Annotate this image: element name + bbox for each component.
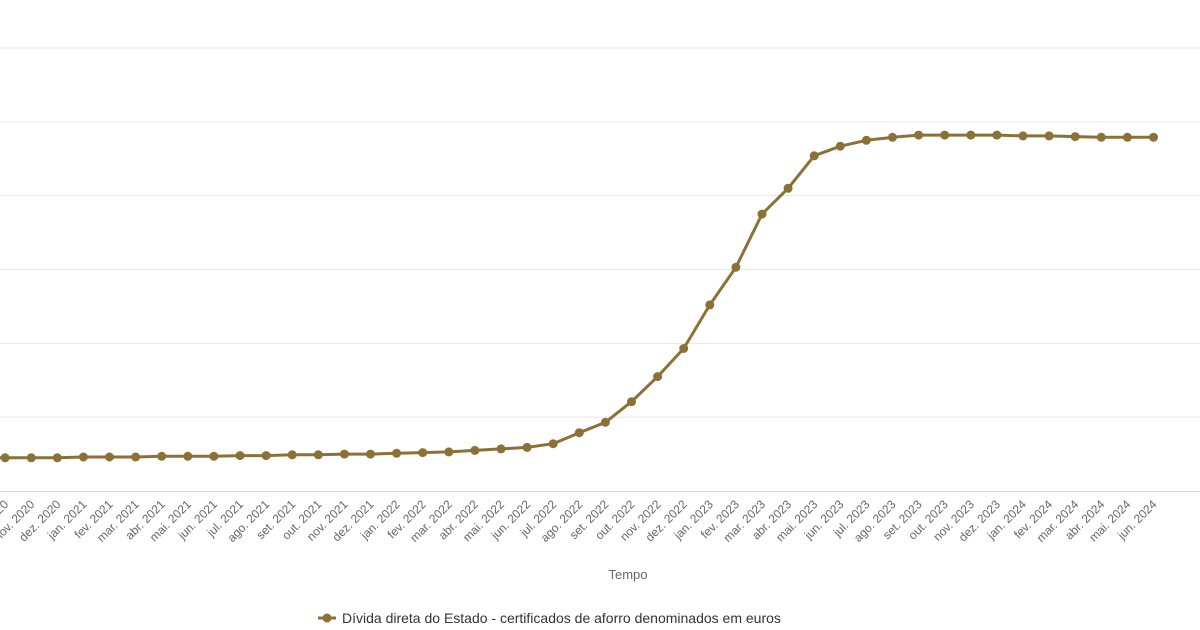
data-point[interactable] <box>366 449 375 459</box>
data-point[interactable] <box>548 439 558 449</box>
data-point[interactable] <box>444 447 454 457</box>
data-point[interactable] <box>627 397 636 407</box>
data-point[interactable] <box>1070 132 1080 142</box>
x-axis-title: Tempo <box>608 567 647 582</box>
legend-marker-icon <box>322 613 332 623</box>
data-points <box>0 130 1158 463</box>
data-point[interactable] <box>600 417 610 427</box>
data-point[interactable] <box>1044 131 1054 141</box>
data-point[interactable] <box>966 130 976 140</box>
data-point[interactable] <box>183 451 193 461</box>
legend-label: Dívida direta do Estado - certificados d… <box>342 610 781 626</box>
data-point[interactable] <box>783 183 793 193</box>
data-point[interactable] <box>235 451 245 461</box>
data-point[interactable] <box>835 141 845 151</box>
gridlines <box>0 47 1200 418</box>
data-point[interactable] <box>653 372 663 382</box>
data-point[interactable] <box>809 151 819 161</box>
series-line <box>0 133 1154 460</box>
data-point[interactable] <box>522 442 532 452</box>
data-point[interactable] <box>105 452 114 462</box>
data-point[interactable] <box>888 132 897 142</box>
data-point[interactable] <box>757 209 767 219</box>
data-point[interactable] <box>418 448 428 458</box>
data-point[interactable] <box>26 453 36 463</box>
data-point[interactable] <box>470 445 480 455</box>
data-point[interactable] <box>52 453 62 463</box>
data-point[interactable] <box>679 344 689 353</box>
data-point[interactable] <box>313 450 323 460</box>
data-point[interactable] <box>392 448 402 458</box>
data-point[interactable] <box>209 451 219 461</box>
data-point[interactable] <box>992 130 1002 140</box>
data-point[interactable] <box>157 451 167 461</box>
data-point[interactable] <box>914 130 924 140</box>
data-point[interactable] <box>339 449 349 459</box>
data-point[interactable] <box>287 450 297 460</box>
data-point[interactable] <box>861 135 871 145</box>
data-point[interactable] <box>574 428 584 438</box>
data-point[interactable] <box>1018 131 1028 141</box>
data-point[interactable] <box>1122 132 1132 142</box>
data-point[interactable] <box>261 451 271 461</box>
data-point[interactable] <box>78 452 88 462</box>
data-point[interactable] <box>731 262 741 272</box>
data-point[interactable] <box>1149 132 1158 142</box>
data-point[interactable] <box>0 453 10 463</box>
data-point[interactable] <box>705 300 715 310</box>
data-point[interactable] <box>131 452 141 462</box>
data-point[interactable] <box>940 130 950 140</box>
legend[interactable]: Dívida direta do Estado - certificados d… <box>318 610 781 626</box>
data-point[interactable] <box>1096 132 1106 142</box>
data-point[interactable] <box>496 444 506 454</box>
